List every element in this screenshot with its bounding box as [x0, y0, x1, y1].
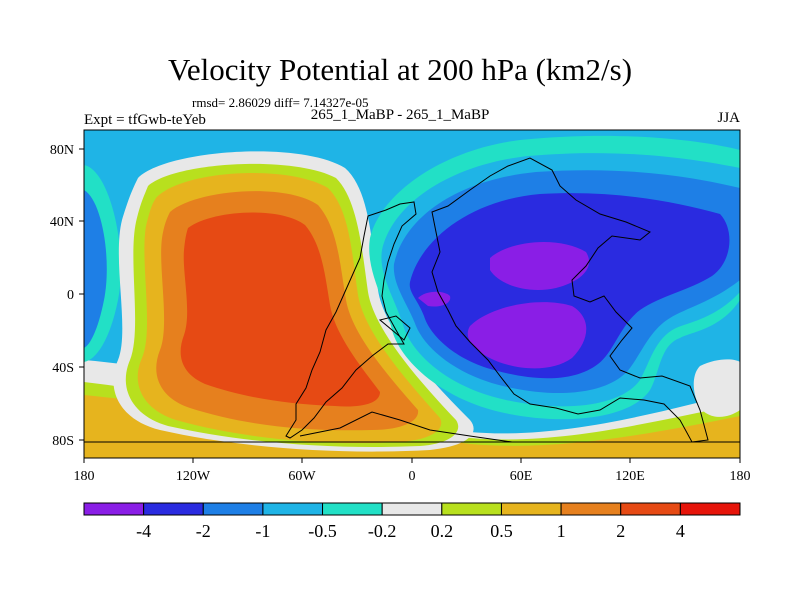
colorbar-swatch [620, 502, 681, 516]
colorbar-swatch [500, 502, 562, 516]
colorbar-swatch [441, 502, 502, 516]
eurasia-africa-outline [431, 157, 709, 443]
stats-subtitle: rmsd= 2.86029 diff= 7.14327e-05 [192, 95, 369, 110]
x-tick-label: 0 [409, 469, 416, 484]
colorbar-label: -0.5 [308, 521, 337, 541]
y-tick-label: 80N [50, 143, 74, 158]
colorbar-label: -2 [196, 521, 211, 541]
colorbar-swatch [202, 502, 264, 516]
y-tick-label: 40N [50, 215, 74, 230]
run-label: 265_1_MaBP - 265_1_MaBP [310, 107, 490, 123]
y-tick-label: 0 [67, 288, 74, 303]
colorbar-swatch [143, 502, 204, 516]
pos-lobe-4 [180, 212, 380, 407]
x-tick-label: 120W [176, 469, 211, 484]
axis-ticks [79, 148, 741, 463]
east-neg-4-west [418, 291, 451, 307]
colorbar-label: 2 [616, 521, 625, 541]
season-label: JJA [717, 110, 740, 126]
colorbar-swatch [262, 502, 324, 516]
x-tick-label: 60W [288, 469, 316, 484]
colorbar-swatch [381, 502, 443, 516]
colorbar-label: -1 [255, 521, 270, 541]
colorbar-label: 0.5 [490, 521, 513, 541]
antarctic-peninsula [299, 411, 513, 443]
y-tick-label: 80S [52, 434, 74, 449]
west-neg-inner [84, 190, 107, 348]
colorbar-swatch [679, 502, 741, 516]
colorbar-swatch [560, 502, 622, 516]
colorbar-swatch [83, 502, 145, 516]
colorbar-label: 1 [557, 521, 566, 541]
x-tick-label: 180 [730, 469, 751, 484]
colorbar-label: 4 [676, 521, 685, 541]
colorbar-label: 0.2 [431, 521, 454, 541]
coastlines [84, 157, 740, 443]
contour-field [84, 130, 740, 458]
x-tick-label: 180 [74, 469, 95, 484]
x-tick-label: 60E [510, 469, 533, 484]
experiment-label: Expt = tfGwb-teYeb [84, 112, 206, 128]
chart-title: Velocity Potential at 200 hPa (km2/s) [167, 52, 633, 87]
colorbar-label: -0.2 [368, 521, 397, 541]
colorbar: -4 -2 -1 -0.5 -0.2 0.2 0.5 1 2 4 [83, 502, 741, 541]
colorbar-swatch [322, 502, 383, 516]
se-neutral-patch [693, 359, 740, 417]
americas-outline [285, 201, 417, 439]
y-tick-label: 40S [52, 361, 74, 376]
colorbar-label: -4 [136, 521, 151, 541]
caribbean-outline [378, 315, 411, 341]
east-neg-4-north [490, 241, 590, 290]
east-neg-4-south [467, 302, 587, 369]
x-tick-label: 120E [615, 469, 645, 484]
